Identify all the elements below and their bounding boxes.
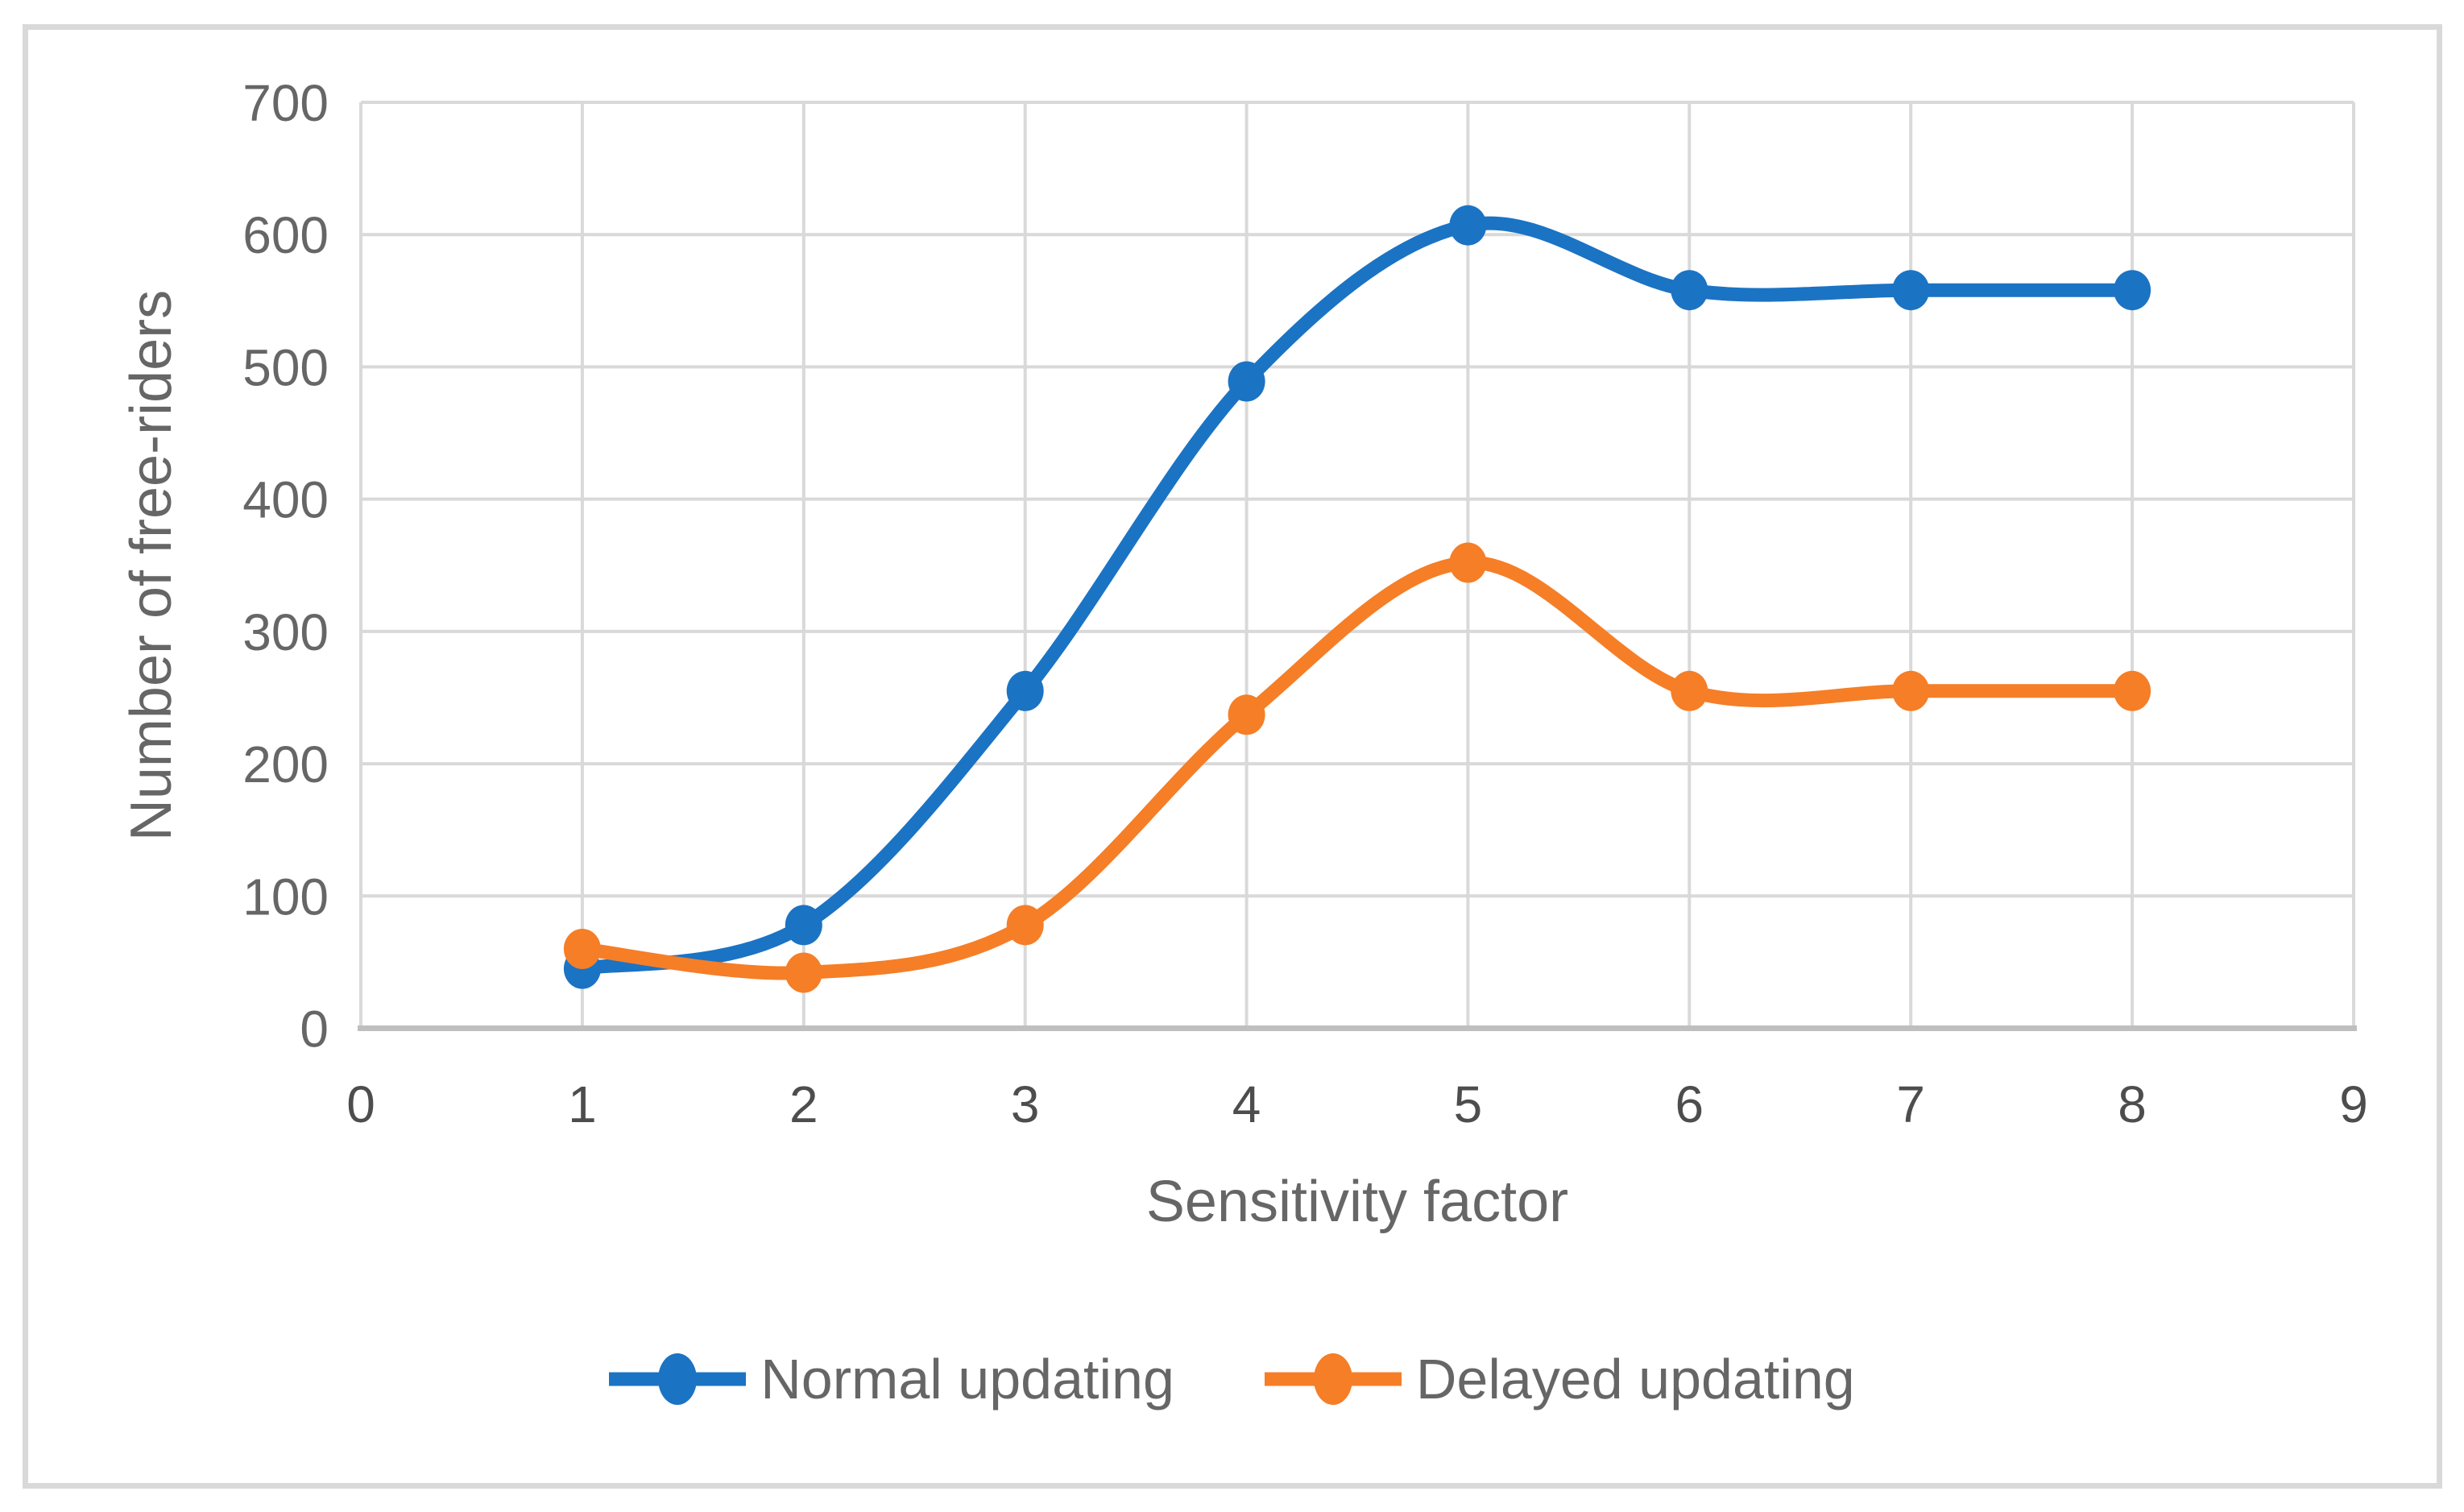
data-point-marker [1671, 270, 1708, 311]
y-tick-label: 200 [242, 735, 329, 793]
data-point-marker [785, 905, 822, 946]
x-tick-label: 6 [1675, 1075, 1704, 1133]
data-point-marker [1892, 270, 1930, 311]
legend-item-delayed-updating: Delayed updating [1264, 1339, 1855, 1419]
legend-label: Delayed updating [1415, 1348, 1855, 1411]
legend-label: Normal updating [760, 1348, 1174, 1411]
x-tick-label: 8 [2118, 1075, 2147, 1133]
legend-marker-icon [658, 1353, 698, 1405]
legend: Normal updating Delayed updating [0, 1339, 2464, 1419]
data-point-marker [563, 929, 601, 969]
data-point-marker [1006, 670, 1044, 711]
y-tick-label: 100 [242, 868, 329, 926]
legend-item-normal-updating: Normal updating [609, 1339, 1174, 1419]
x-axis-title: Sensitivity factor [1146, 1170, 1568, 1234]
data-point-marker [1449, 205, 1487, 246]
figure-border [23, 24, 2442, 1489]
data-point-marker [1228, 361, 1265, 402]
data-point-marker [785, 952, 822, 993]
y-axis-title: Number of free-riders [119, 290, 184, 841]
data-point-marker [1671, 670, 1708, 711]
x-tick-label: 1 [568, 1075, 597, 1133]
legend-line-marker-icon [1264, 1353, 1402, 1405]
x-tick-label: 4 [1232, 1075, 1261, 1133]
y-tick-label: 0 [300, 1000, 329, 1058]
x-axis-tick-labels: 0 1 2 3 4 5 6 7 8 9 [346, 1075, 2368, 1133]
legend-marker-icon [1313, 1353, 1352, 1405]
y-tick-label: 400 [242, 471, 329, 529]
series-lines [563, 205, 2151, 993]
y-tick-label: 300 [242, 603, 329, 661]
legend-line-marker-icon [609, 1353, 747, 1405]
x-tick-label: 3 [1011, 1075, 1040, 1133]
x-tick-label: 5 [1454, 1075, 1483, 1133]
horizontal-gridlines [361, 101, 2354, 1030]
data-point-marker [2114, 670, 2151, 711]
x-tick-label: 7 [1896, 1075, 1925, 1133]
y-tick-label: 600 [242, 206, 329, 264]
y-tick-label: 500 [242, 338, 329, 396]
x-tick-label: 2 [789, 1075, 818, 1133]
series-line-0 [575, 216, 2139, 976]
vertical-gridlines [359, 102, 2355, 1029]
data-point-marker [1228, 694, 1265, 735]
y-tick-label: 700 [242, 74, 329, 132]
x-tick-label: 0 [346, 1075, 375, 1133]
data-point-marker [1449, 542, 1487, 583]
series-line-1 [575, 555, 2139, 980]
y-axis-tick-labels: 0 100 200 300 400 500 600 700 [242, 74, 329, 1058]
data-point-marker [2114, 270, 2151, 311]
data-point-marker [1006, 905, 1044, 946]
data-point-marker [1892, 670, 1930, 711]
x-tick-label: 9 [2339, 1075, 2368, 1133]
